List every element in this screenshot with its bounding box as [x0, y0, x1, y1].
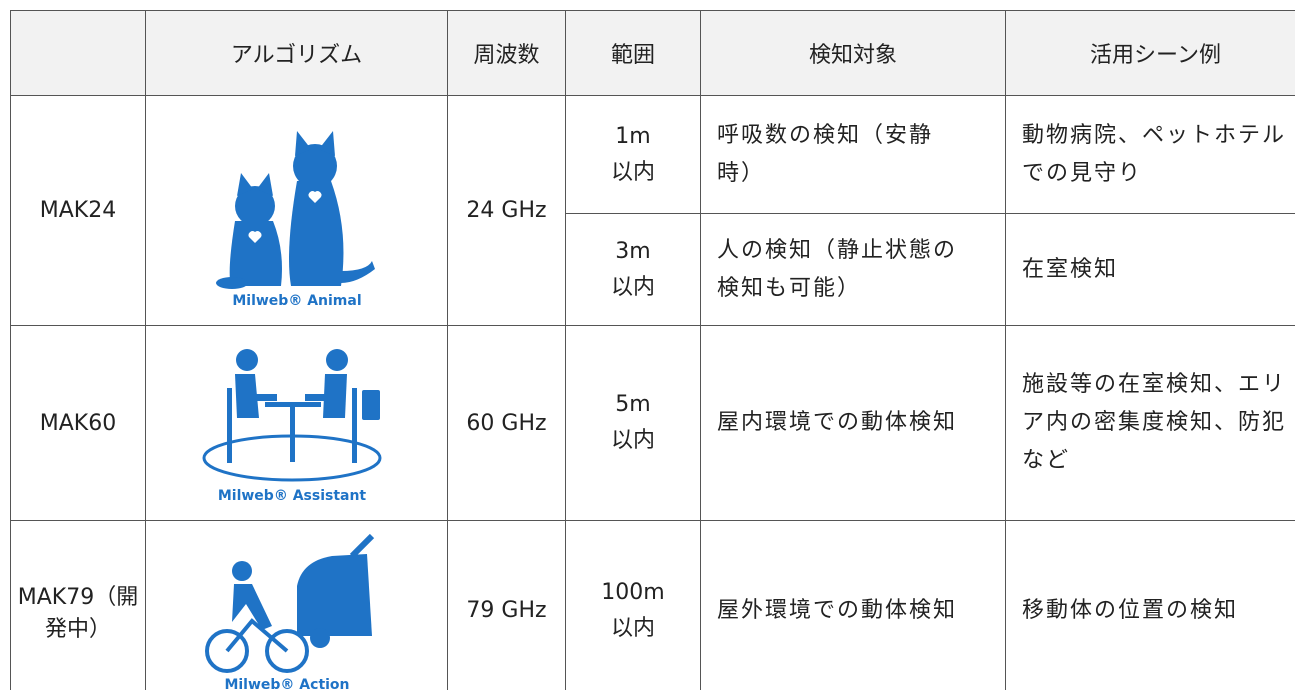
scene-text: 動物病院、ペットホテルでの見守り [1022, 122, 1287, 186]
header-cell: 活用シーン例 [1005, 10, 1295, 96]
target: 呼吸数の検知（安静時） [700, 95, 1006, 214]
scene: 動物病院、ペットホテルでの見守り [1005, 95, 1295, 214]
target: 人の検知（静止状態の検知も可能） [700, 213, 1006, 326]
scene: 移動体の位置の検知 [1005, 520, 1295, 690]
range-line: 以内 [610, 159, 655, 185]
logo-cell: Milweb® Animal [145, 95, 448, 326]
range-line: 1m [615, 123, 651, 149]
target-text: 呼吸数の検知（安静時） [717, 122, 934, 186]
spec-table: アルゴリズム 周波数 範囲 検知対象 活用シーン例 MAK24 Milweb® … [10, 10, 1295, 690]
frequency: 24 GHz [447, 95, 566, 326]
logo-label: Milweb® Animal [232, 293, 361, 309]
range: 100m 以内 [565, 520, 701, 690]
header-row: アルゴリズム 周波数 範囲 検知対象 活用シーン例 [10, 10, 1295, 96]
target: 屋内環境での動体検知 [700, 325, 1006, 521]
model: MAK24 [10, 95, 146, 326]
model: MAK60 [10, 325, 146, 521]
logo-cell: Milweb® Assistant [145, 325, 448, 521]
row: 3m 以内 人の検知（静止状態の検知も可能） 在室検知 [11, 213, 1295, 326]
logo-label: Milweb® Assistant [217, 488, 366, 504]
range-line: 5m [615, 392, 651, 417]
range: 1m 以内 [565, 95, 701, 214]
logo-cell: Milweb® Action [145, 520, 448, 690]
target-text: 人の検知（静止状態の検知も可能） [717, 237, 958, 301]
row: MAK24 Milweb® Animal 24 GHz 1m 以内 呼吸数の検知（… [10, 95, 1295, 326]
row: MAK79（開発中） Milweb® Action 79 GHz 100m 以内 … [10, 520, 1295, 690]
scene: 施設等の在室検知、エリア内の密集度検知、防犯など [1005, 325, 1295, 521]
model: MAK79（開発中） [10, 520, 146, 690]
range: 5m 以内 [565, 325, 701, 521]
logo-action: Milweb® Action [204, 533, 374, 690]
range: 3m 以内 [565, 213, 701, 326]
range-line: 以内 [610, 274, 655, 300]
scene: 在室検知 [1005, 213, 1295, 326]
header-cell: 周波数 [447, 10, 566, 96]
scene-text: 在室検知 [1022, 256, 1119, 282]
range-line: 以内 [610, 615, 655, 641]
frequency: 79 GHz [447, 520, 566, 690]
range-line: 3m [615, 238, 651, 264]
frequency: 60 GHz [447, 325, 566, 521]
range-line: 以内 [610, 428, 655, 453]
logo-label: Milweb® Action [224, 677, 349, 690]
logo-assistant: Milweb® Assistant [202, 349, 381, 504]
logo-animal: Milweb® Animal [215, 130, 375, 309]
header-cell: アルゴリズム [145, 10, 448, 96]
target-text: 屋内環境での動体検知 [717, 410, 958, 435]
header-cell: 範囲 [565, 10, 701, 96]
target-text: 屋外環境での動体検知 [717, 597, 958, 623]
row: MAK60 Milweb® Assistant 60 GHz 5m 以内 屋内環境… [10, 325, 1295, 521]
scene-text: 移動体の位置の検知 [1022, 597, 1239, 623]
scene-text: 施設等の在室検知、エリア内の密集度検知、防犯など [1022, 372, 1287, 473]
header-cell: 検知対象 [700, 10, 1006, 96]
header-cell [10, 10, 146, 96]
target: 屋外環境での動体検知 [700, 520, 1006, 690]
range-line: 100m [601, 579, 665, 605]
